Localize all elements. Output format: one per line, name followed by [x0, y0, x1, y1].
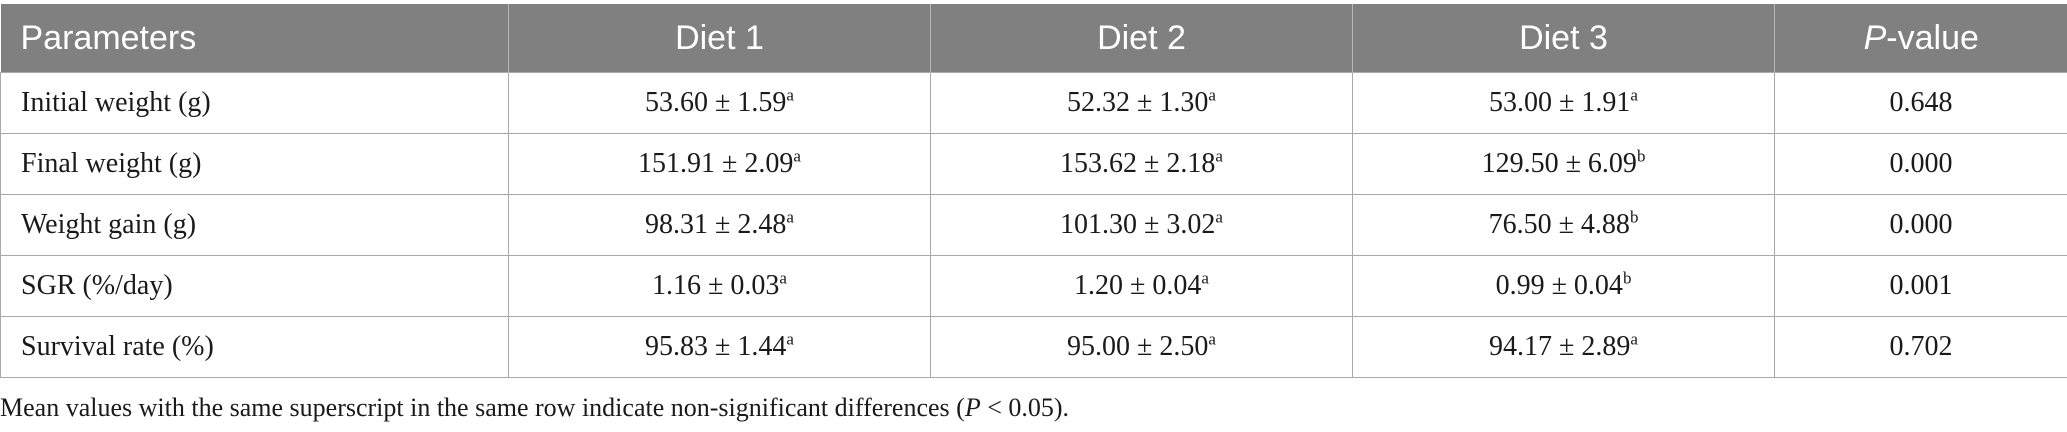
- diet-3-cell: 0.99 ± 0.04b: [1352, 255, 1775, 317]
- table-header-row: Parameters Diet 1 Diet 2 Diet 3 P-value: [0, 4, 2067, 73]
- header-diet-2: Diet 2: [930, 4, 1353, 73]
- diet-2-cell: 95.00 ± 2.50a: [930, 316, 1353, 378]
- row-label: Initial weight (g): [0, 72, 509, 134]
- cell-superscript: a: [779, 268, 787, 288]
- results-table: Parameters Diet 1 Diet 2 Diet 3 P-value …: [0, 4, 2067, 378]
- cell-superscript: a: [1630, 85, 1638, 105]
- cell-superscript: a: [1208, 85, 1216, 105]
- cell-value: 153.62 ± 2.18: [1060, 148, 1216, 179]
- cell-value: 53.00 ± 1.91: [1489, 87, 1631, 118]
- cell-value: 1.20 ± 0.04: [1074, 270, 1202, 301]
- row-label: Weight gain (g): [0, 194, 509, 256]
- p-value-cell: 0.000: [1774, 133, 2067, 195]
- cell-superscript: b: [1636, 146, 1646, 166]
- diet-2-cell: 101.30 ± 3.02a: [930, 194, 1353, 256]
- cell-value: 95.83 ± 1.44: [645, 331, 787, 362]
- diet-3-cell: 53.00 ± 1.91a: [1352, 72, 1775, 134]
- diet-2-cell: 153.62 ± 2.18a: [930, 133, 1353, 195]
- diet-2-cell: 52.32 ± 1.30a: [930, 72, 1353, 134]
- footnote-text-end: < 0.05).: [980, 393, 1070, 422]
- diet-1-cell: 98.31 ± 2.48a: [508, 194, 931, 256]
- header-parameters: Parameters: [0, 4, 509, 73]
- cell-value: 151.91 ± 2.09: [638, 148, 794, 179]
- cell-value: 0.99 ± 0.04: [1495, 270, 1623, 301]
- header-p-italic: P: [1863, 18, 1887, 57]
- p-value-cell: 0.702: [1774, 316, 2067, 378]
- diet-3-cell: 129.50 ± 6.09b: [1352, 133, 1775, 195]
- table-row: Initial weight (g) 53.60 ± 1.59a 52.32 ±…: [0, 72, 2067, 134]
- header-diet-3: Diet 3: [1352, 4, 1775, 73]
- cell-value: 76.50 ± 4.88: [1488, 209, 1630, 240]
- cell-superscript: a: [786, 207, 794, 227]
- row-label: SGR (%/day): [0, 255, 509, 317]
- table-row: Final weight (g) 151.91 ± 2.09a 153.62 ±…: [0, 133, 2067, 195]
- cell-superscript: a: [1630, 329, 1638, 349]
- table-footnote: Mean values with the same superscript in…: [0, 393, 1069, 423]
- footnote-p-symbol: P: [964, 393, 981, 422]
- cell-superscript: b: [1629, 207, 1639, 227]
- diet-1-cell: 95.83 ± 1.44a: [508, 316, 931, 378]
- cell-value: 94.17 ± 2.89: [1489, 331, 1631, 362]
- header-p-value: P-value: [1774, 4, 2067, 73]
- diet-3-cell: 94.17 ± 2.89a: [1352, 316, 1775, 378]
- results-table-container: Parameters Diet 1 Diet 2 Diet 3 P-value …: [0, 4, 2067, 378]
- cell-superscript: a: [786, 329, 794, 349]
- diet-1-cell: 1.16 ± 0.03a: [508, 255, 931, 317]
- cell-superscript: a: [793, 146, 801, 166]
- table-row: Weight gain (g) 98.31 ± 2.48a 101.30 ± 3…: [0, 194, 2067, 256]
- cell-superscript: a: [1215, 207, 1223, 227]
- diet-3-cell: 76.50 ± 4.88b: [1352, 194, 1775, 256]
- cell-value: 95.00 ± 2.50: [1067, 331, 1209, 362]
- header-p-suffix: -value: [1886, 18, 1979, 57]
- diet-2-cell: 1.20 ± 0.04a: [930, 255, 1353, 317]
- cell-superscript: a: [786, 85, 794, 105]
- cell-superscript: a: [1201, 268, 1209, 288]
- row-label: Final weight (g): [0, 133, 509, 195]
- cell-superscript: a: [1208, 329, 1216, 349]
- cell-value: 101.30 ± 3.02: [1060, 209, 1216, 240]
- diet-1-cell: 151.91 ± 2.09a: [508, 133, 931, 195]
- footnote-text-start: Mean values with the same superscript in…: [0, 393, 965, 422]
- cell-superscript: a: [1215, 146, 1223, 166]
- header-diet-1: Diet 1: [508, 4, 931, 73]
- cell-value: 52.32 ± 1.30: [1067, 87, 1209, 118]
- cell-value: 1.16 ± 0.03: [652, 270, 780, 301]
- table-row: SGR (%/day) 1.16 ± 0.03a 1.20 ± 0.04a 0.…: [0, 255, 2067, 317]
- cell-superscript: b: [1622, 268, 1632, 288]
- diet-1-cell: 53.60 ± 1.59a: [508, 72, 931, 134]
- cell-value: 53.60 ± 1.59: [645, 87, 787, 118]
- table-row: Survival rate (%) 95.83 ± 1.44a 95.00 ± …: [0, 316, 2067, 378]
- p-value-cell: 0.648: [1774, 72, 2067, 134]
- cell-value: 129.50 ± 6.09: [1481, 148, 1637, 179]
- cell-value: 98.31 ± 2.48: [645, 209, 787, 240]
- p-value-cell: 0.000: [1774, 194, 2067, 256]
- p-value-cell: 0.001: [1774, 255, 2067, 317]
- row-label: Survival rate (%): [0, 316, 509, 378]
